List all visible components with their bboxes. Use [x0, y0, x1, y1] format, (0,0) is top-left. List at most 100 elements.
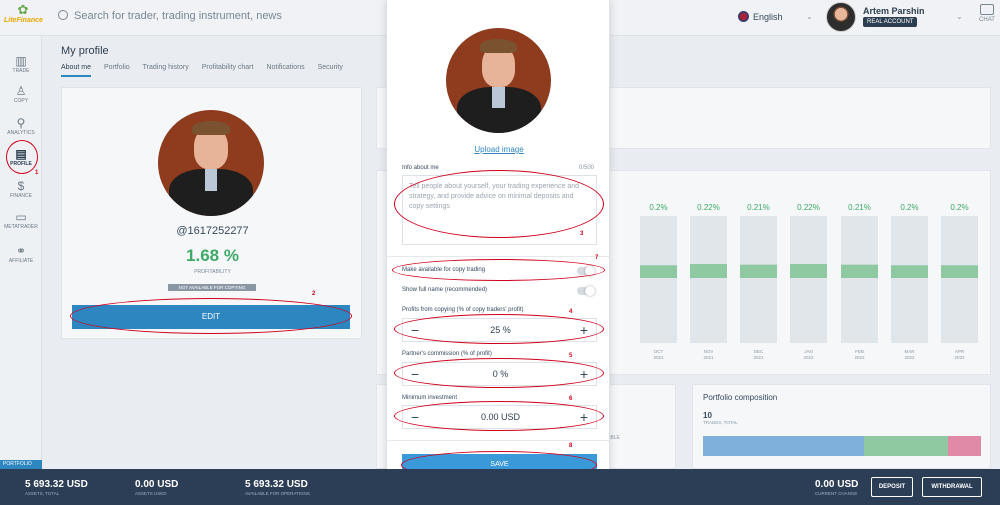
chart-tick-year: 2021	[753, 355, 764, 360]
search-input[interactable]: Search for trader, trading instrument, n…	[58, 10, 282, 22]
chart-bar[interactable]	[891, 265, 928, 278]
assets-total-label: ASSETS, TOTAL	[25, 491, 60, 496]
tab-portfolio[interactable]: Portfolio	[103, 64, 130, 71]
chart-data-label: 0.2%	[900, 203, 918, 212]
annotation-circle-4	[394, 314, 604, 344]
full-name-toggle[interactable]	[577, 286, 595, 296]
footer-bar: 5 693.32 USD ASSETS, TOTAL 0.00 USD ASSE…	[0, 469, 1000, 505]
withdrawal-button[interactable]: WITHDRAWAL	[922, 477, 982, 497]
copy-status-badge: NOT AVAILABLE FOR COPYING	[168, 284, 256, 291]
tab-security[interactable]: Security	[317, 64, 343, 71]
annotation-circle-6	[394, 401, 604, 431]
upload-image-link[interactable]: Upload image	[474, 145, 524, 154]
portfolio-composition-title: Portfolio composition	[703, 393, 778, 402]
current-change-label: CURRENT CHANGE	[815, 491, 858, 496]
chart-tick-label: NOV	[704, 349, 714, 354]
minimum-investment-label: Minimum investment	[402, 395, 458, 401]
chart-bar[interactable]	[941, 265, 978, 278]
chart-bar[interactable]	[690, 264, 727, 278]
chat-icon	[980, 4, 994, 15]
chart-tick-year: 2021	[653, 355, 664, 360]
sidebar-item-copy[interactable]: ♙ COPY	[0, 84, 42, 104]
chart-tick-label: JAN	[804, 349, 813, 354]
tab-profitability-chart[interactable]: Profitability chart	[201, 64, 254, 71]
page-title: My profile	[61, 45, 109, 57]
sidebar-item-trade[interactable]: ▥ TRADE	[0, 54, 42, 74]
chart-tick-year: 2022	[803, 355, 814, 360]
chart-bar-bg	[790, 216, 827, 343]
available-value: 5 693.32 USD	[245, 479, 308, 490]
portfolio-composition-bar	[703, 436, 981, 456]
info-about-me-label: Info about me	[402, 165, 439, 171]
portfolio-tab[interactable]: PORTFOLIO	[0, 460, 42, 469]
divider	[387, 440, 611, 441]
copy-icon: ♙	[15, 84, 27, 98]
portfolio-segment[interactable]	[703, 436, 865, 456]
sidebar-item-affiliate[interactable]: ⚭ AFFILIATE	[0, 244, 42, 264]
trade-icon: ▥	[15, 54, 27, 68]
brand-logo[interactable]: ✿ LiteFinance	[4, 2, 43, 25]
account-badge: REAL ACCOUNT	[863, 17, 918, 27]
annotation-number-3: 3	[580, 231, 584, 237]
chart-bar[interactable]	[740, 264, 777, 278]
assets-total-value: 5 693.32 USD	[25, 479, 88, 490]
info-char-count: 0/500	[578, 165, 594, 171]
chart-bar-bg	[841, 216, 878, 343]
search-icon	[58, 10, 68, 20]
avatar[interactable]	[826, 2, 856, 32]
modal-profile-photo	[446, 28, 551, 133]
annotation-circle-2	[70, 298, 352, 334]
language-selector[interactable]: English	[738, 11, 783, 22]
annotation-circle-1	[6, 140, 38, 174]
chart-tick-label: DEC	[754, 349, 764, 354]
annotation-number-1: 1	[35, 170, 39, 176]
tab-trading-history[interactable]: Trading history	[142, 64, 189, 71]
profile-card: @1617252277 1.68 % PROFITABILITY NOT AVA…	[61, 87, 362, 339]
trades-total-label: TRADES, TOTAL	[703, 420, 738, 425]
annotation-circle-7	[392, 259, 605, 281]
chart-bar[interactable]	[841, 264, 878, 278]
chart-bar[interactable]	[640, 265, 677, 278]
tab-about-me[interactable]: About me	[61, 64, 91, 77]
metatrader-icon: ▭	[15, 210, 27, 224]
current-change-value: 0.00 USD	[815, 479, 859, 490]
tab-notifications[interactable]: Notifications	[266, 64, 305, 71]
account-chevron-icon[interactable]: ⌄	[956, 12, 963, 21]
annotation-number-4: 4	[569, 309, 573, 315]
profits-from-copying-label: Profits from copying (% of copy traders'…	[402, 307, 524, 313]
available-label: AVAILABLE FOR OPERATIONS	[245, 491, 310, 496]
chat-button[interactable]: CHAT	[975, 4, 999, 23]
chart-bar-bg	[941, 216, 978, 343]
chevron-down-icon[interactable]: ⌄	[806, 12, 813, 21]
chart-tick-year: 2021	[703, 355, 714, 360]
assets-used-value: 0.00 USD	[135, 479, 179, 490]
divider	[387, 256, 611, 257]
sidebar-item-analytics[interactable]: ⚲ ANALYTICS	[0, 116, 42, 136]
profile-photo	[158, 110, 264, 216]
sidebar-item-finance[interactable]: $ FINANCE	[0, 179, 42, 199]
user-name: Artem Parshin	[863, 6, 925, 16]
profile-tabs: About me Portfolio Trading history Profitab…	[61, 64, 356, 77]
chart-tick-year: 2022	[854, 355, 865, 360]
chart-tick-year: 2022	[904, 355, 915, 360]
chart-bar[interactable]	[790, 264, 827, 278]
leaf-icon: ✿	[17, 2, 29, 17]
annotation-number-2: 2	[312, 291, 316, 297]
annotation-circle-3	[394, 170, 604, 238]
chart-data-label: 0.22%	[797, 203, 820, 212]
annotation-circle-5	[394, 358, 604, 388]
chart-tick-label: APR	[955, 349, 965, 354]
annotation-number-7: 7	[595, 255, 599, 261]
chart-data-label: 0.22%	[697, 203, 720, 212]
sidebar-item-metatrader[interactable]: ▭ METATRADER	[0, 210, 42, 230]
deposit-button[interactable]: DEPOSIT	[871, 477, 913, 497]
chart-bar-bg	[891, 216, 928, 343]
profitability-value: 1.68 %	[186, 246, 239, 265]
flag-icon	[738, 11, 749, 22]
trades-total-value: 10	[703, 411, 712, 420]
affiliate-icon: ⚭	[15, 244, 27, 258]
chart-data-label: 0.21%	[848, 203, 871, 212]
edit-profile-modal: Upload image Info about me 0/500 Tell pe…	[386, 0, 611, 490]
portfolio-segment[interactable]	[864, 436, 948, 456]
portfolio-segment[interactable]	[947, 436, 981, 456]
